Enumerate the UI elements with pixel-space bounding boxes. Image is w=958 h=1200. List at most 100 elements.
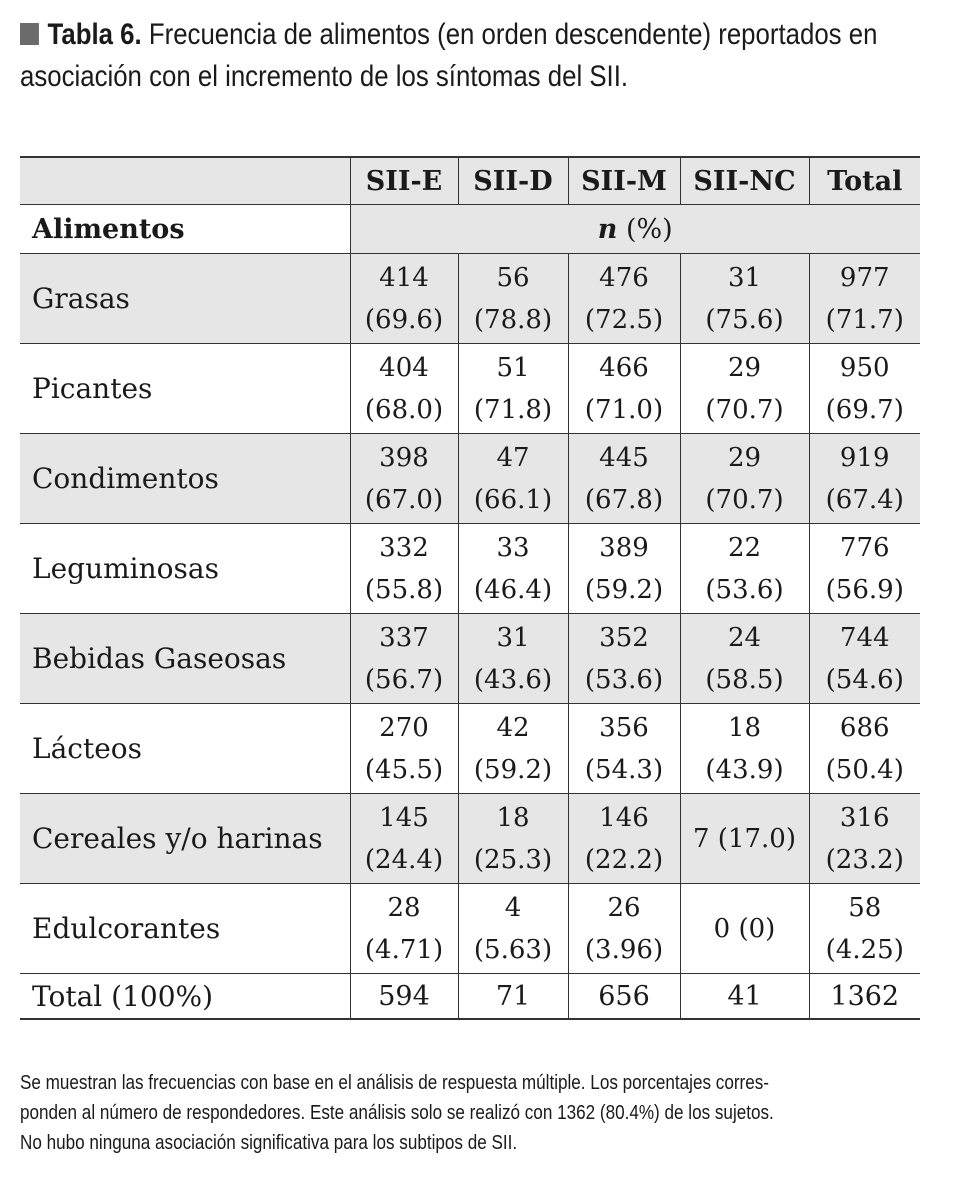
cell-percent: (43.6) <box>473 664 553 695</box>
row-label: Cereales y/o harinas <box>20 793 350 884</box>
table-cell: 0 (0) <box>679 883 809 974</box>
cell-count: 42 <box>496 712 530 743</box>
cell-count: 919 <box>839 442 890 473</box>
table-row: Condimentos 398 (67.0) 47 (66.1) 445 (67.8) 29 (… <box>20 433 920 524</box>
total-row-label: Total (100%) <box>20 973 350 1020</box>
total-cell: 71 <box>457 973 568 1020</box>
column-header-empty <box>20 156 350 205</box>
cell-percent: (72.5) <box>584 304 664 335</box>
table-cell: 398 (67.0) <box>349 433 458 524</box>
table-cell: 316 (23.2) <box>808 793 920 884</box>
cell-count: 145 <box>379 802 429 833</box>
cell-percent: (67.0) <box>364 484 444 515</box>
cell-count: 776 <box>839 532 890 563</box>
cell-percent: (59.2) <box>584 574 664 605</box>
cell-percent: (55.8) <box>364 574 444 605</box>
total-row: Total (100%) 594 71 656 41 1362 <box>20 973 920 1020</box>
unit-percent: (%) <box>617 213 673 245</box>
table-cell: 337 (56.7) <box>349 613 458 704</box>
cell-percent: (67.8) <box>584 484 664 515</box>
cell-percent: (71.7) <box>825 304 904 335</box>
table-cell: 58 (4.25) <box>808 883 920 974</box>
cell-count: 352 <box>599 622 649 653</box>
table-cell: 466 (71.0) <box>567 343 680 434</box>
cell-percent: (71.8) <box>473 394 553 425</box>
cell-count: 950 <box>839 352 890 383</box>
unit-n: n <box>597 213 618 245</box>
table-cell: 145 (24.4) <box>349 793 458 884</box>
column-header: SII-NC <box>679 156 809 205</box>
table-row: Bebidas Gaseosas 337 (56.7) 31 (43.6) 352 (53.… <box>20 613 920 704</box>
cell-percent: (4.71) <box>364 934 444 965</box>
cell-count: 476 <box>599 262 649 293</box>
table-cell: 31 (75.6) <box>679 253 809 344</box>
row-label: Lácteos <box>20 703 350 794</box>
food-frequency-table: SII-E SII-D SII-M SII-NC Total Alimentos… <box>20 156 920 1020</box>
table-footnote: Se muestran las frecuencias con base en … <box>20 1068 926 1158</box>
table-cell: 476 (72.5) <box>567 253 680 344</box>
table-cell: 31 (43.6) <box>457 613 568 704</box>
cell-count: 29 <box>727 352 762 383</box>
cell-count: 51 <box>496 352 530 383</box>
cell-percent: (70.7) <box>705 484 784 515</box>
row-label: Bebidas Gaseosas <box>20 613 350 704</box>
cell-count: 0 (0) <box>713 913 776 944</box>
row-label: Picantes <box>20 343 350 434</box>
row-label: Leguminosas <box>20 523 350 614</box>
column-header-row: SII-E SII-D SII-M SII-NC Total <box>20 156 920 205</box>
cell-count: 146 <box>599 802 649 833</box>
cell-percent: (71.0) <box>584 394 664 425</box>
cell-count: 31 <box>496 622 530 653</box>
cell-percent: (58.5) <box>705 664 784 695</box>
caption-label: Tabla 6. <box>47 18 142 51</box>
cell-count: 414 <box>379 262 429 293</box>
row-label: Edulcorantes <box>20 883 350 974</box>
table-cell: 744 (54.6) <box>808 613 920 704</box>
cell-count: 24 <box>727 622 762 653</box>
cell-percent: (78.8) <box>473 304 553 335</box>
table-cell: 332 (55.8) <box>349 523 458 614</box>
cell-percent: (45.5) <box>364 754 444 785</box>
cell-count: 47 <box>496 442 530 473</box>
footnote-line-2: ponden al número de respondedores. Este … <box>20 1102 774 1124</box>
cell-percent: (69.6) <box>364 304 444 335</box>
table-row: Grasas 414 (69.6) 56 (78.8) 476 (72.5) 31 (75.6)… <box>20 253 920 344</box>
table-cell: 389 (59.2) <box>567 523 680 614</box>
table-cell: 950 (69.7) <box>808 343 920 434</box>
cell-count: 18 <box>727 712 762 743</box>
cell-count: 404 <box>379 352 429 383</box>
table-cell: 686 (50.4) <box>808 703 920 794</box>
cell-percent: (56.7) <box>364 664 444 695</box>
cell-count: 398 <box>379 442 429 473</box>
cell-count: 33 <box>496 532 530 563</box>
cell-count: 977 <box>839 262 890 293</box>
cell-percent: (66.1) <box>473 484 553 515</box>
cell-count: 332 <box>379 532 429 563</box>
subheader-row: Alimentos n (%) <box>20 204 920 254</box>
table-cell: 414 (69.6) <box>349 253 458 344</box>
cell-count: 26 <box>607 892 641 923</box>
footnote-line-3: No hubo ninguna asociación significativa… <box>20 1132 518 1154</box>
table-cell: 356 (54.3) <box>567 703 680 794</box>
cell-count: 337 <box>379 622 429 653</box>
table-row: Leguminosas 332 (55.8) 33 (46.4) 389 (59.2) 22 (… <box>20 523 920 614</box>
cell-percent: (4.25) <box>825 934 904 965</box>
cell-count: 445 <box>599 442 649 473</box>
cell-count: 58 <box>848 892 882 923</box>
total-cell: 656 <box>567 973 680 1020</box>
total-cell: 594 <box>349 973 458 1020</box>
cell-percent: (53.6) <box>584 664 664 695</box>
row-label: Condimentos <box>20 433 350 524</box>
column-header: Total <box>808 156 920 205</box>
cell-percent: (23.2) <box>825 844 904 875</box>
table-cell: 51 (71.8) <box>457 343 568 434</box>
table-cell: 28 (4.71) <box>349 883 458 974</box>
table-cell: 7 (17.0) <box>679 793 809 884</box>
table-row: Edulcorantes 28 (4.71) 4 (5.63) 26 (3.96) 0 (0)… <box>20 883 920 974</box>
table-cell: 42 (59.2) <box>457 703 568 794</box>
cell-count: 56 <box>496 262 530 293</box>
table-row: Picantes 404 (68.0) 51 (71.8) 466 (71.0) 29 (70.… <box>20 343 920 434</box>
cell-percent: (69.7) <box>825 394 904 425</box>
table-cell: 22 (53.6) <box>679 523 809 614</box>
cell-count: 29 <box>727 442 762 473</box>
